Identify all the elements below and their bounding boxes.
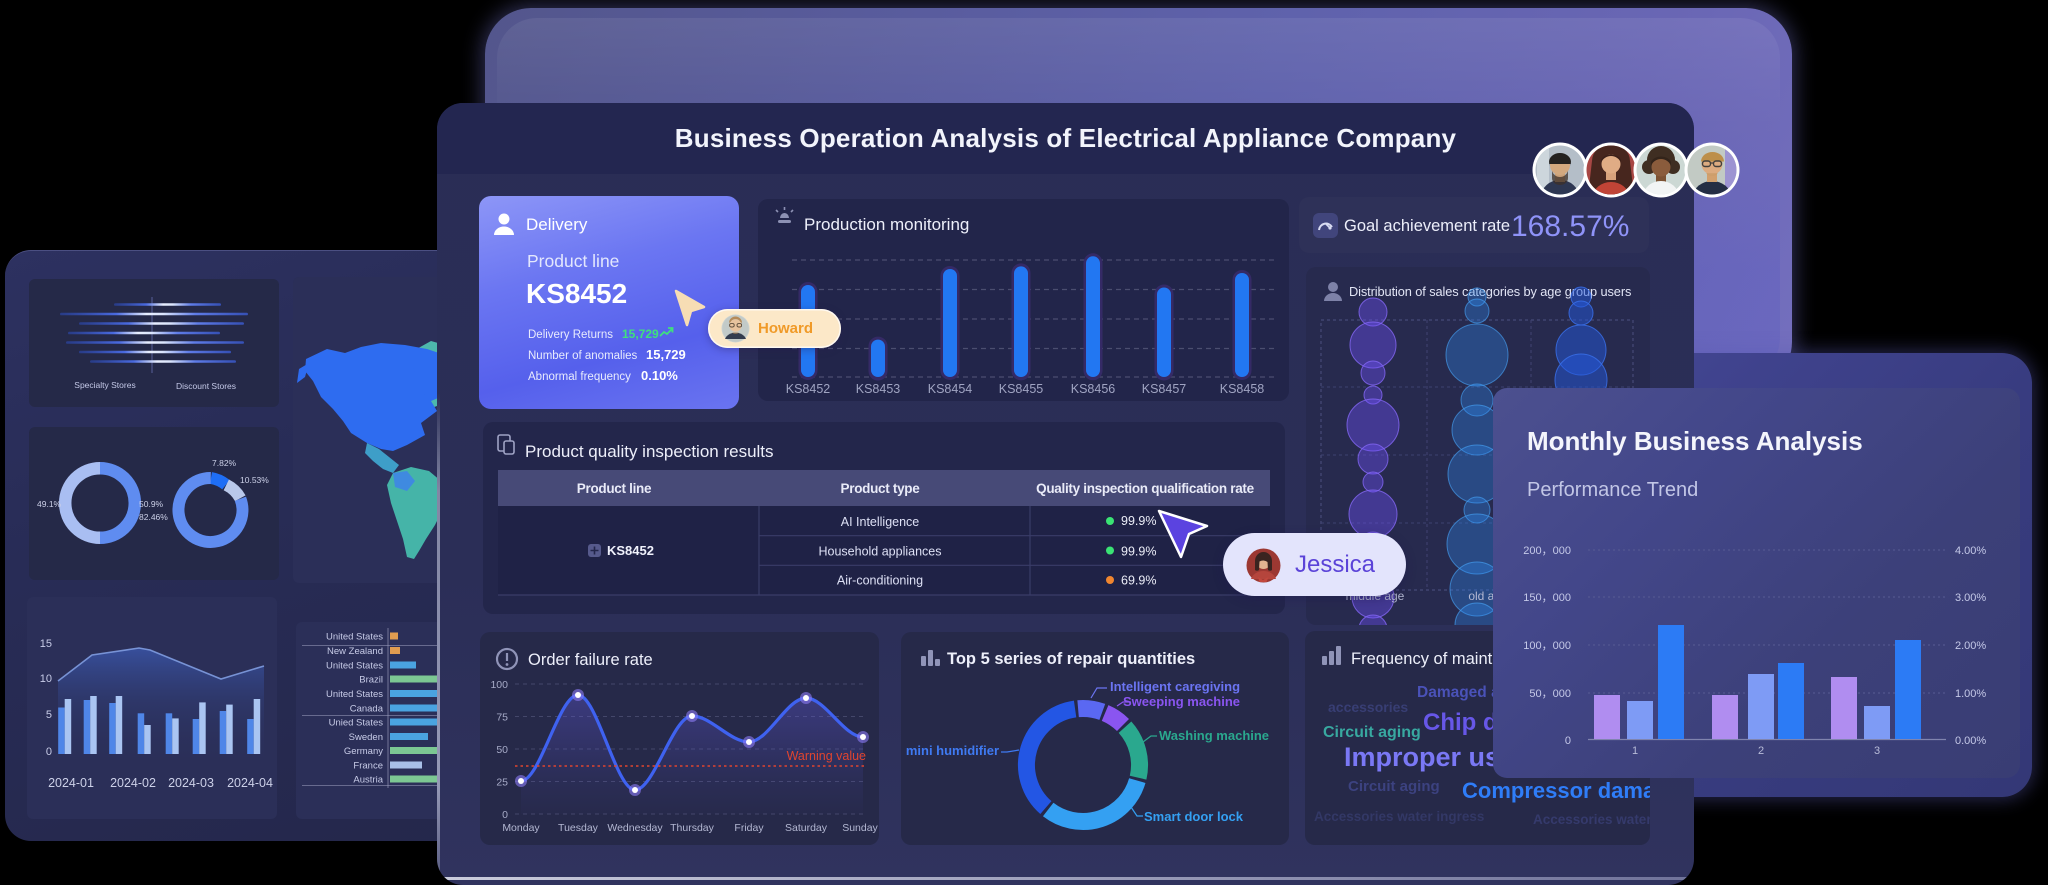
- svg-text:KS8452: KS8452: [526, 278, 627, 309]
- svg-text:2024-02: 2024-02: [110, 776, 156, 790]
- svg-text:Quality inspection qualificati: Quality inspection qualification rate: [1036, 481, 1254, 496]
- svg-text:0.00%: 0.00%: [1955, 735, 1986, 747]
- svg-text:Production monitoring: Production monitoring: [804, 215, 969, 234]
- svg-text:Warning value: Warning value: [787, 749, 866, 763]
- svg-text:Sweden: Sweden: [349, 732, 383, 743]
- svg-text:Accessories water ingress: Accessories water ingress: [1314, 809, 1484, 824]
- svg-text:82.46%: 82.46%: [139, 512, 168, 522]
- svg-text:KS8453: KS8453: [856, 382, 901, 396]
- svg-text:Abnormal frequency: Abnormal frequency: [528, 371, 631, 383]
- svg-text:50: 50: [496, 744, 508, 756]
- svg-text:Sweeping machine: Sweeping machine: [1123, 694, 1240, 709]
- svg-text:Friday: Friday: [734, 822, 764, 834]
- svg-text:Thursday: Thursday: [670, 822, 715, 834]
- svg-text:99.9%: 99.9%: [1121, 545, 1156, 559]
- svg-text:0.10%: 0.10%: [641, 368, 678, 383]
- svg-text:Unied States: Unied States: [329, 718, 384, 729]
- svg-text:Product line: Product line: [527, 251, 619, 271]
- svg-text:KS8458: KS8458: [1220, 382, 1265, 396]
- svg-text:15,729: 15,729: [622, 327, 659, 341]
- svg-text:United States: United States: [326, 661, 383, 672]
- svg-text:United States: United States: [326, 689, 383, 700]
- svg-text:2024-01: 2024-01: [48, 776, 94, 790]
- svg-text:4.00%: 4.00%: [1955, 545, 1986, 557]
- svg-text:Air-conditioning: Air-conditioning: [837, 574, 923, 588]
- svg-text:50，000: 50，000: [1529, 688, 1571, 700]
- svg-text:100: 100: [490, 679, 508, 691]
- svg-text:1: 1: [1632, 745, 1638, 757]
- svg-text:Specialty Stores: Specialty Stores: [74, 380, 135, 390]
- svg-text:Improper use: Improper use: [1344, 742, 1515, 772]
- svg-text:Performance Trend: Performance Trend: [1527, 479, 1698, 501]
- svg-text:2: 2: [1758, 745, 1764, 757]
- svg-text:15: 15: [40, 638, 52, 650]
- svg-text:0: 0: [1565, 735, 1571, 747]
- svg-text:Top 5 series of repair quantit: Top 5 series of repair quantities: [947, 650, 1195, 668]
- svg-text:Compressor damage: Compressor damage: [1462, 778, 1650, 803]
- svg-text:75: 75: [496, 712, 508, 724]
- svg-text:Product line: Product line: [577, 481, 652, 496]
- svg-text:Saturday: Saturday: [785, 822, 828, 834]
- svg-text:New Zealand: New Zealand: [327, 646, 383, 657]
- svg-text:Delivery: Delivery: [526, 215, 588, 234]
- svg-text:Product quality inspection res: Product quality inspection results: [525, 442, 774, 461]
- svg-text:Brazil: Brazil: [359, 675, 383, 686]
- svg-text:Canada: Canada: [350, 704, 384, 715]
- svg-text:5: 5: [46, 709, 52, 721]
- svg-text:0: 0: [46, 746, 52, 758]
- svg-text:50.9%: 50.9%: [139, 499, 164, 509]
- svg-text:Product type: Product type: [841, 481, 921, 496]
- svg-text:Distribution of sales categori: Distribution of sales categories by age …: [1349, 284, 1631, 299]
- svg-text:KS8455: KS8455: [999, 382, 1044, 396]
- svg-text:49.1%: 49.1%: [37, 499, 62, 509]
- svg-text:10: 10: [40, 673, 52, 685]
- svg-text:Sunday: Sunday: [842, 822, 878, 834]
- svg-text:Discount Stores: Discount Stores: [176, 381, 236, 391]
- svg-text:KS8452: KS8452: [786, 382, 831, 396]
- svg-text:99.9%: 99.9%: [1121, 514, 1156, 528]
- svg-text:168.57%: 168.57%: [1511, 210, 1629, 243]
- svg-text:KS8456: KS8456: [1071, 382, 1116, 396]
- svg-text:United States: United States: [326, 632, 383, 643]
- svg-text:Accessories water in: Accessories water in: [1533, 812, 1650, 827]
- svg-text:Delivery Returns: Delivery Returns: [528, 329, 613, 341]
- svg-text:Austria: Austria: [353, 775, 383, 786]
- svg-text:15,729: 15,729: [646, 347, 686, 362]
- svg-text:Smart door lock: Smart door lock: [1144, 809, 1244, 824]
- svg-text:1.00%: 1.00%: [1955, 688, 1986, 700]
- svg-text:Monthly Business Analysis: Monthly Business Analysis: [1527, 426, 1863, 456]
- svg-text:2024-03: 2024-03: [168, 776, 214, 790]
- svg-text:0: 0: [502, 809, 508, 821]
- svg-text:69.9%: 69.9%: [1121, 574, 1156, 588]
- svg-text:Intelligent caregiving: Intelligent caregiving: [1110, 679, 1240, 694]
- svg-text:AI Intelligence: AI Intelligence: [841, 515, 920, 529]
- svg-text:KS8454: KS8454: [928, 382, 973, 396]
- svg-text:3.00%: 3.00%: [1955, 592, 1986, 604]
- svg-text:KS8452: KS8452: [607, 543, 654, 558]
- svg-text:Tuesday: Tuesday: [558, 822, 599, 834]
- svg-text:France: France: [353, 761, 383, 772]
- svg-text:150，000: 150，000: [1523, 592, 1571, 604]
- svg-text:Circuit aging: Circuit aging: [1348, 778, 1440, 795]
- svg-text:25: 25: [496, 777, 508, 789]
- svg-text:7.82%: 7.82%: [212, 458, 237, 468]
- svg-text:Household appliances: Household appliances: [818, 545, 941, 559]
- svg-text:10.53%: 10.53%: [240, 475, 269, 485]
- svg-text:Monday: Monday: [502, 822, 540, 834]
- svg-text:200，000: 200，000: [1523, 545, 1571, 557]
- svg-text:Wednesday: Wednesday: [607, 822, 663, 834]
- svg-text:Germany: Germany: [344, 746, 383, 757]
- svg-text:2.00%: 2.00%: [1955, 640, 1986, 652]
- svg-text:Circuit aging: Circuit aging: [1323, 724, 1421, 741]
- svg-text:Order failure rate: Order failure rate: [528, 651, 653, 669]
- svg-text:mini humidifier: mini humidifier: [906, 743, 999, 758]
- svg-text:accessories: accessories: [1328, 699, 1408, 715]
- svg-text:2024-04: 2024-04: [227, 776, 273, 790]
- svg-text:3: 3: [1874, 745, 1880, 757]
- svg-text:Goal achievement rate: Goal achievement rate: [1344, 217, 1510, 235]
- svg-text:100，000: 100，000: [1523, 640, 1571, 652]
- svg-text:KS8457: KS8457: [1142, 382, 1187, 396]
- svg-text:Number of anomalies: Number of anomalies: [528, 350, 638, 362]
- svg-text:Washing machine: Washing machine: [1159, 728, 1269, 743]
